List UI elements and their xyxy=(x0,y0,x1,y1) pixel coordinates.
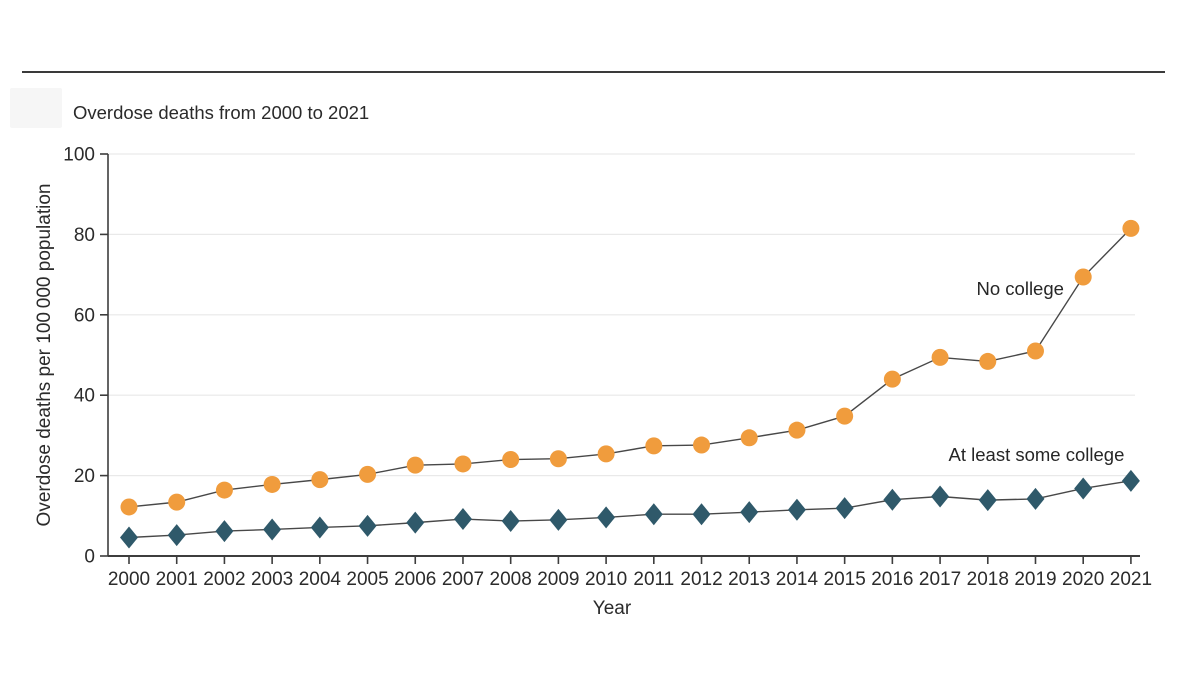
data-point-no-college-2010 xyxy=(597,445,615,463)
data-point-at-least-some-college-2002 xyxy=(215,520,234,543)
data-point-at-least-some-college-2004 xyxy=(310,516,329,539)
x-tick-label: 2003 xyxy=(251,569,293,590)
x-tick-label: 2009 xyxy=(537,569,579,590)
x-tick-label: 2019 xyxy=(1014,569,1056,590)
data-point-no-college-2016 xyxy=(883,370,901,388)
x-tick-label: 2011 xyxy=(633,569,674,590)
x-tick-label: 2000 xyxy=(108,569,150,590)
top-divider-rule xyxy=(22,71,1165,73)
x-axis-title: Year xyxy=(593,598,632,619)
x-tick-label: 2006 xyxy=(394,569,436,590)
data-point-at-least-some-college-2006 xyxy=(406,511,425,534)
data-point-no-college-2011 xyxy=(645,437,663,455)
data-point-no-college-2003 xyxy=(263,475,281,493)
x-tick-label: 2001 xyxy=(156,569,198,590)
x-tick-label: 2008 xyxy=(490,569,532,590)
data-point-at-least-some-college-2001 xyxy=(167,524,186,547)
y-axis-title: Overdose deaths per 100 000 population xyxy=(34,184,55,527)
data-point-at-least-some-college-2003 xyxy=(263,518,282,541)
series-label-no-college: No college xyxy=(977,278,1064,299)
data-point-no-college-2002 xyxy=(215,481,233,499)
data-point-no-college-2020 xyxy=(1074,268,1092,286)
data-point-no-college-2009 xyxy=(549,450,567,468)
x-tick-label: 2014 xyxy=(776,569,819,590)
series-line-at-least-some-college xyxy=(128,480,1132,539)
data-point-no-college-2004 xyxy=(311,471,329,489)
data-point-no-college-2001 xyxy=(168,493,186,511)
data-point-at-least-some-college-2007 xyxy=(453,508,472,531)
y-tick-label: 20 xyxy=(74,466,95,487)
x-tick-label: 2016 xyxy=(871,569,913,590)
x-tick-label: 2018 xyxy=(967,569,1009,590)
series-line-no-college xyxy=(128,227,1132,508)
x-tick-label: 2005 xyxy=(346,569,388,590)
data-point-at-least-some-college-2018 xyxy=(978,489,997,512)
y-tick-label: 80 xyxy=(74,225,95,246)
data-point-at-least-some-college-2016 xyxy=(883,488,902,511)
data-point-no-college-2007 xyxy=(454,455,472,473)
faint-corner-box xyxy=(10,88,62,128)
data-point-no-college-2017 xyxy=(931,348,949,366)
data-point-at-least-some-college-2014 xyxy=(787,498,806,521)
x-tick-label: 2010 xyxy=(585,569,627,590)
data-point-at-least-some-college-2005 xyxy=(358,514,377,537)
data-point-at-least-some-college-2019 xyxy=(1026,487,1045,510)
data-point-no-college-2021 xyxy=(1122,219,1140,237)
data-point-no-college-2000 xyxy=(120,498,138,516)
data-point-no-college-2015 xyxy=(836,407,854,425)
x-tick-label: 2004 xyxy=(299,569,342,590)
data-point-at-least-some-college-2008 xyxy=(501,510,520,533)
data-point-no-college-2018 xyxy=(979,352,997,370)
x-tick-label: 2020 xyxy=(1062,569,1104,590)
data-point-no-college-2012 xyxy=(693,436,711,454)
series-label-at-least-some-college: At least some college xyxy=(949,444,1125,465)
data-point-at-least-some-college-2000 xyxy=(120,526,138,549)
x-tick-label: 2021 xyxy=(1110,569,1152,590)
data-point-no-college-2006 xyxy=(406,456,424,474)
y-tick-label: 60 xyxy=(74,305,95,326)
data-point-at-least-some-college-2017 xyxy=(931,485,950,508)
data-point-at-least-some-college-2020 xyxy=(1074,477,1093,500)
y-tick-label: 100 xyxy=(63,145,95,166)
data-point-no-college-2013 xyxy=(740,429,758,447)
x-tick-label: 2002 xyxy=(203,569,245,590)
x-tick-label: 2007 xyxy=(442,569,484,590)
y-tick-label: 0 xyxy=(84,547,95,568)
x-tick-label: 2012 xyxy=(680,569,722,590)
chart-title: Overdose deaths from 2000 to 2021 xyxy=(73,102,370,123)
data-point-no-college-2005 xyxy=(359,465,377,483)
data-point-no-college-2019 xyxy=(1026,342,1044,360)
y-tick-label: 40 xyxy=(74,386,95,407)
data-point-at-least-some-college-2011 xyxy=(644,503,663,526)
data-point-at-least-some-college-2015 xyxy=(835,497,854,520)
data-point-at-least-some-college-2010 xyxy=(597,506,616,529)
x-tick-label: 2015 xyxy=(824,569,866,590)
data-point-at-least-some-college-2013 xyxy=(740,501,759,524)
data-point-at-least-some-college-2012 xyxy=(692,503,711,526)
x-tick-label: 2017 xyxy=(919,569,961,590)
data-point-at-least-some-college-2021 xyxy=(1121,469,1140,492)
data-point-at-least-some-college-2009 xyxy=(549,508,568,531)
x-tick-label: 2013 xyxy=(728,569,770,590)
data-point-no-college-2014 xyxy=(788,421,806,439)
data-point-no-college-2008 xyxy=(502,451,520,469)
